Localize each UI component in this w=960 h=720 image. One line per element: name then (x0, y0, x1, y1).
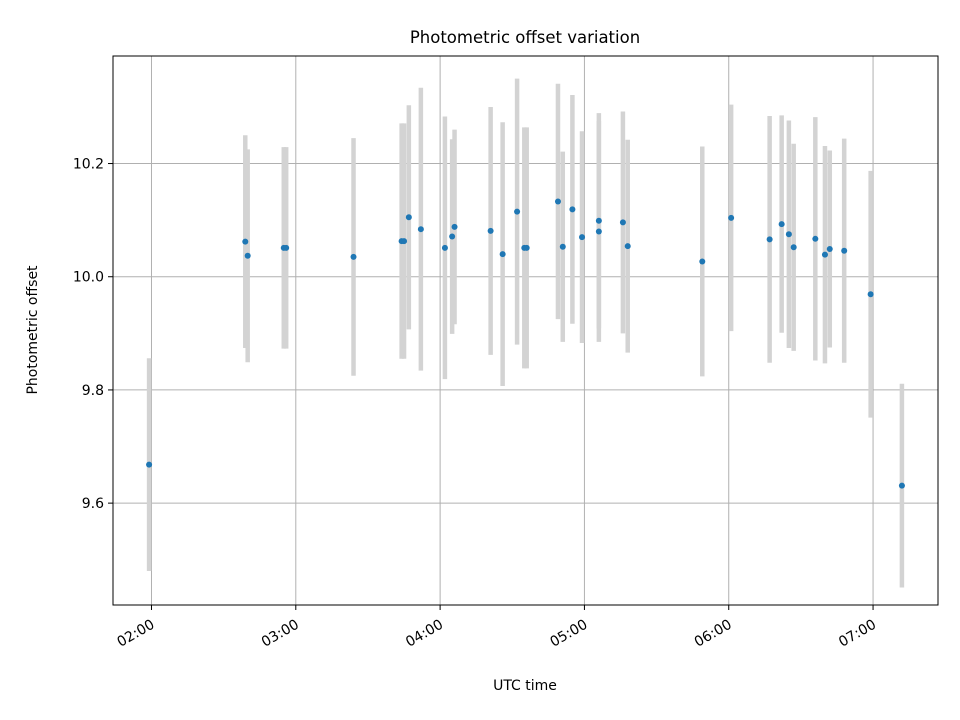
plot-frame (112, 55, 939, 606)
y-tick-label: 9.6 (82, 496, 104, 512)
data-point (821, 251, 828, 258)
data-point (778, 221, 785, 228)
x-tick-label: 04:00 (403, 617, 446, 651)
data-point (146, 461, 153, 468)
data-point (812, 235, 819, 242)
data-point (766, 236, 773, 243)
x-tick-label: 02:00 (115, 617, 158, 651)
x-axis-label: UTC time (493, 678, 557, 694)
data-point (554, 198, 561, 205)
x-tick-label: 07:00 (836, 617, 879, 651)
x-tick-label: 03:00 (259, 617, 302, 651)
data-point (441, 244, 448, 251)
data-point (350, 253, 357, 260)
data-point (699, 258, 706, 265)
data-point (559, 243, 566, 250)
y-tick-label: 10.2 (73, 157, 104, 173)
data-point (579, 234, 586, 241)
data-point (449, 233, 456, 240)
data-point (867, 291, 874, 298)
data-point (242, 238, 249, 245)
y-tick-label: 10.0 (73, 270, 104, 286)
errorbar-layer (146, 78, 905, 588)
y-axis-ticks: 9.6 9.8 10.0 10.2 (73, 157, 113, 512)
data-point (898, 482, 905, 489)
data-point (514, 208, 521, 215)
data-point (595, 228, 602, 235)
data-point (826, 245, 833, 252)
data-point (728, 214, 735, 221)
data-point (244, 252, 251, 259)
data-point (417, 226, 424, 233)
data-point (499, 251, 506, 258)
data-point (283, 244, 290, 251)
data-point (523, 244, 530, 251)
data-point (790, 244, 797, 251)
x-tick-label: 05:00 (547, 617, 590, 651)
x-axis-ticks: 02:00 03:00 04:00 05:00 06:00 07:00 (115, 605, 879, 651)
data-point (569, 206, 576, 213)
data-point (405, 214, 412, 221)
data-point (841, 247, 848, 254)
data-point (487, 227, 494, 234)
data-point (619, 219, 626, 226)
data-point (785, 231, 792, 238)
data-point (451, 223, 458, 230)
x-tick-label: 06:00 (692, 617, 735, 651)
chart-title: Photometric offset variation (410, 28, 640, 47)
y-tick-label: 9.8 (82, 383, 104, 399)
data-point (401, 238, 408, 245)
data-point (595, 217, 602, 224)
data-point (624, 243, 631, 250)
point-layer (146, 198, 905, 489)
y-axis-label: Photometric offset (25, 265, 41, 395)
